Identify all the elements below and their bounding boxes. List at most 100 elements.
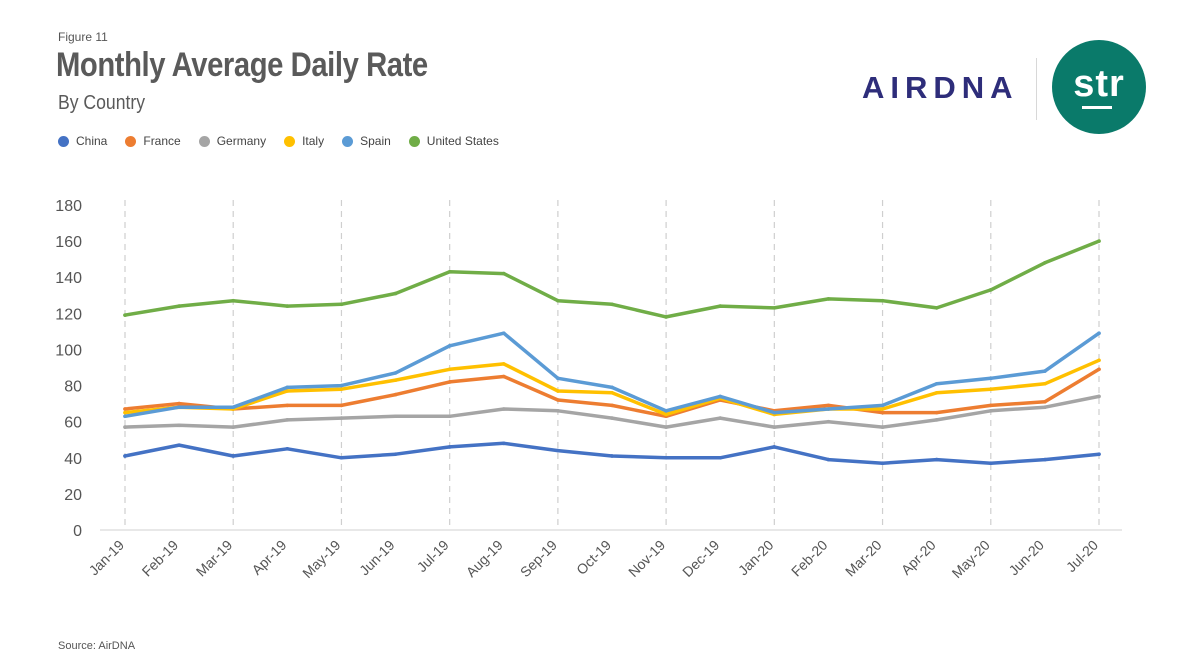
source-note: Source: AirDNA	[58, 640, 136, 652]
x-tick-label: Jul-20	[1063, 537, 1101, 575]
data-point-united-states	[988, 288, 993, 292]
y-tick-label: 0	[73, 523, 82, 540]
str-logo-underline	[1082, 106, 1112, 109]
legend-item-united-states: United States	[408, 134, 499, 148]
x-tick-label: May-19	[299, 537, 343, 581]
legend-swatch	[342, 135, 354, 147]
data-point-germany	[447, 414, 452, 419]
data-point-italy	[1043, 381, 1047, 386]
str-logo-text: str	[1073, 62, 1125, 105]
data-point-united-states	[231, 298, 236, 303]
data-point-france	[339, 403, 344, 408]
data-point-united-states	[177, 304, 181, 308]
data-point-france	[285, 403, 290, 408]
x-tick-label: Jun-19	[356, 537, 398, 579]
data-point-italy	[880, 407, 885, 411]
x-tick-label: Oct-19	[573, 537, 614, 578]
x-tick-label: Jul-19	[414, 537, 452, 575]
data-point-france	[501, 374, 506, 379]
data-point-france	[1043, 400, 1047, 404]
data-point-china	[231, 454, 236, 458]
data-point-united-states	[772, 306, 777, 310]
data-point-united-states	[339, 302, 344, 307]
airdna-logo: AIRDNA	[862, 70, 1019, 105]
x-tick-label: Aug-19	[463, 537, 506, 580]
x-tick-label: Mar-19	[193, 537, 236, 580]
data-point-china	[501, 441, 506, 446]
data-point-germany	[772, 425, 777, 429]
data-point-italy	[1097, 358, 1101, 363]
data-point-france	[393, 392, 398, 397]
y-tick-label: 100	[55, 342, 82, 359]
x-tick-label: Apr-19	[248, 537, 289, 578]
data-point-germany	[339, 416, 344, 420]
data-point-spain	[826, 407, 831, 411]
data-point-france	[880, 410, 885, 415]
data-point-france	[123, 407, 127, 411]
data-point-italy	[393, 378, 398, 382]
legend-label: Italy	[302, 134, 325, 148]
legend-swatch	[198, 135, 210, 147]
data-point-spain	[664, 409, 668, 413]
data-point-germany	[1043, 405, 1047, 410]
chart-legend: China France Germany Italy Spain United State…	[58, 134, 517, 148]
data-point-united-states	[393, 291, 398, 296]
x-tick-label: Feb-20	[788, 537, 831, 580]
data-point-china	[556, 448, 560, 453]
data-point-china	[1097, 452, 1101, 456]
y-tick-label: 140	[55, 270, 82, 287]
data-point-italy	[285, 389, 290, 393]
data-point-germany	[231, 425, 236, 429]
data-point-spain	[1097, 331, 1101, 335]
data-point-united-states	[285, 304, 290, 308]
data-point-italy	[934, 390, 939, 395]
data-point-germany	[988, 409, 993, 413]
data-point-china	[285, 446, 290, 451]
data-point-germany	[556, 409, 560, 413]
data-point-spain	[501, 331, 506, 335]
data-point-spain	[1043, 369, 1047, 373]
legend-label: China	[76, 134, 108, 148]
data-point-united-states	[1043, 260, 1047, 265]
data-point-china	[934, 457, 939, 462]
chart-subtitle: By Country	[58, 92, 146, 114]
data-point-italy	[664, 412, 668, 417]
legend-swatch	[408, 135, 420, 147]
data-point-spain	[934, 381, 939, 386]
x-tick-label: Jun-20	[1005, 537, 1047, 579]
x-tick-label: May-20	[949, 537, 993, 581]
data-point-china	[988, 461, 993, 465]
x-tick-label: Jan-20	[735, 537, 777, 579]
data-point-china	[393, 452, 398, 456]
data-point-germany	[610, 416, 614, 420]
data-point-china	[826, 457, 831, 462]
data-point-united-states	[123, 313, 127, 317]
x-tick-label: Sep-19	[517, 537, 560, 580]
data-point-italy	[447, 367, 452, 372]
data-point-china	[718, 455, 723, 460]
chart-title: Monthly Average Daily Rate	[56, 46, 428, 84]
data-point-spain	[285, 385, 290, 390]
data-point-france	[988, 403, 993, 408]
logo-divider	[1036, 58, 1037, 120]
data-point-spain	[447, 344, 452, 348]
data-point-spain	[988, 376, 993, 381]
y-tick-label: 40	[64, 451, 82, 468]
data-point-germany	[664, 425, 668, 429]
figure-label: Figure 11	[58, 30, 108, 44]
data-point-germany	[826, 419, 831, 424]
data-point-spain	[718, 394, 723, 399]
data-point-italy	[556, 389, 560, 393]
x-tick-label: Jan-19	[86, 537, 128, 579]
legend-item-china: China	[58, 134, 107, 148]
legend-label: Germany	[216, 134, 267, 148]
data-point-united-states	[501, 271, 506, 276]
data-point-united-states	[1097, 239, 1101, 243]
data-point-france	[177, 401, 181, 406]
y-tick-label: 80	[64, 379, 82, 396]
data-point-china	[1043, 457, 1047, 462]
y-tick-label: 180	[55, 198, 82, 215]
data-point-spain	[123, 414, 127, 419]
data-point-united-states	[880, 298, 885, 303]
data-point-china	[664, 455, 668, 460]
